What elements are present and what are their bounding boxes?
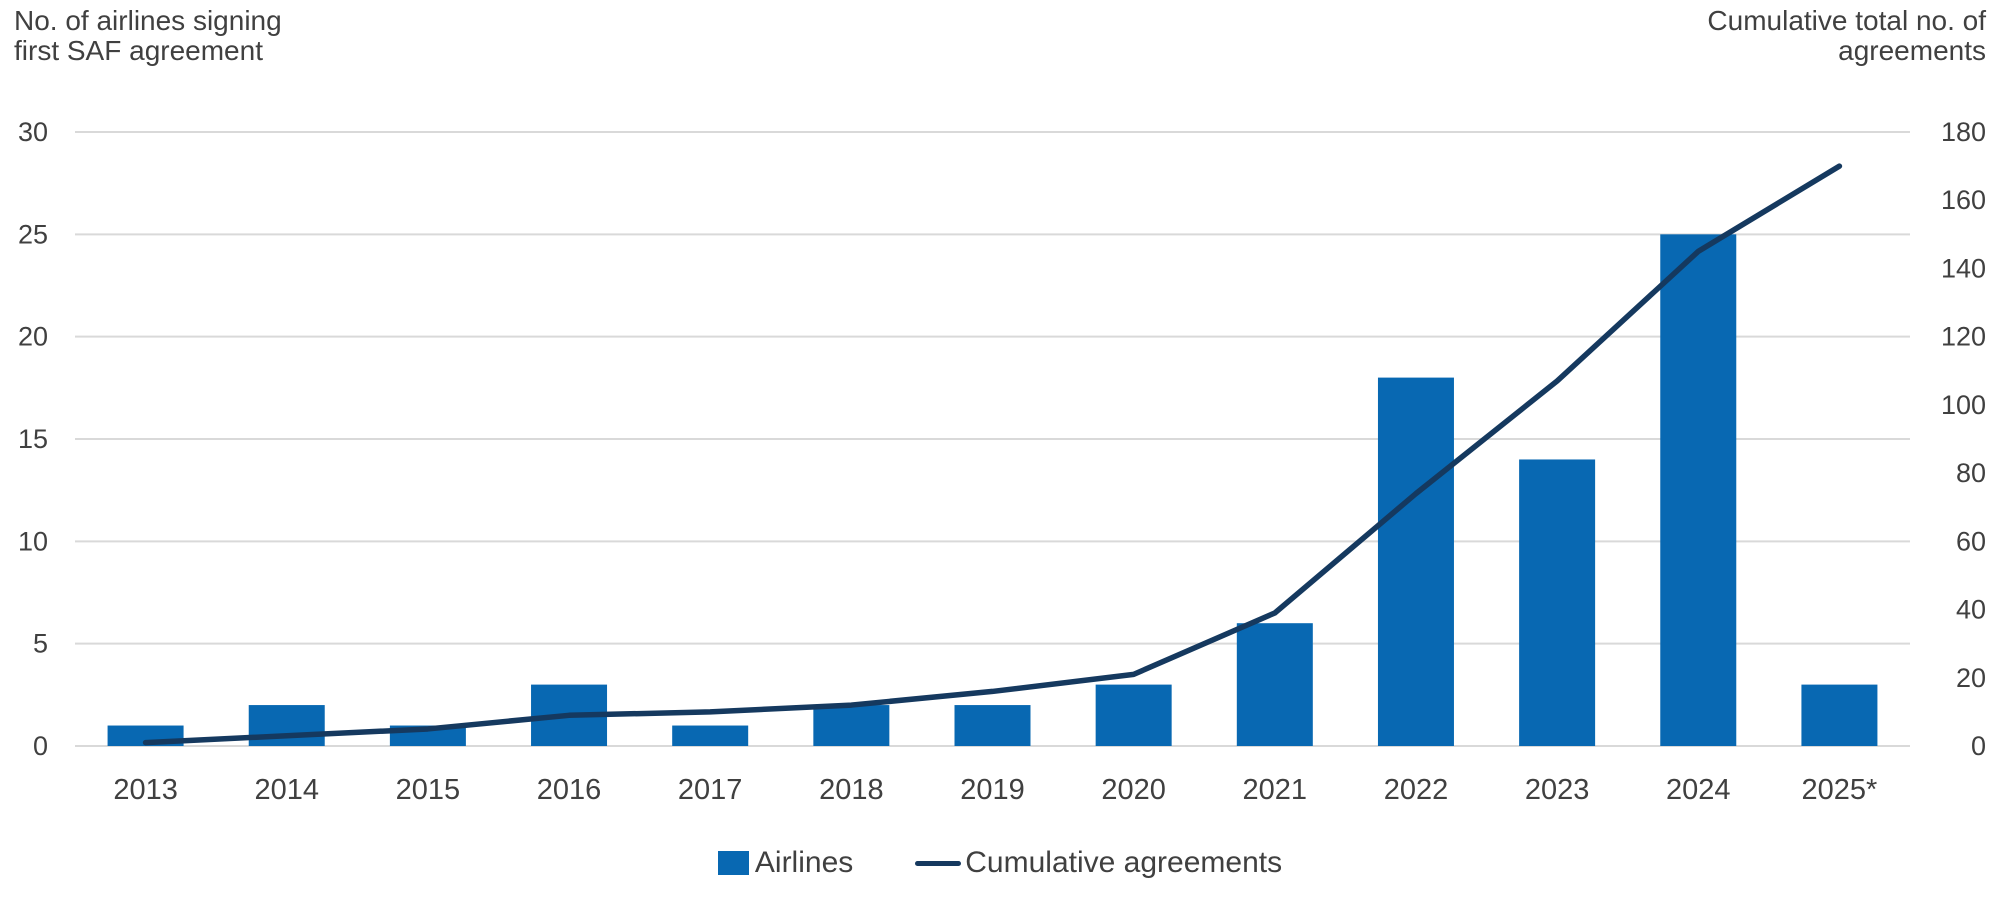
x-label-2025*: 2025* <box>1802 774 1878 806</box>
x-label-2015: 2015 <box>396 774 461 806</box>
right-axis-tick-140: 140 <box>1941 253 1986 283</box>
left-axis-title-line1: No. of airlines signing <box>14 5 282 36</box>
right-axis-tick-0: 0 <box>1971 731 1986 761</box>
right-axis-title-line1: Cumulative total no. of <box>1707 5 1986 36</box>
x-label-2013: 2013 <box>113 774 178 806</box>
left-axis-tick-15: 15 <box>18 424 48 454</box>
x-label-2018: 2018 <box>819 774 884 806</box>
right-axis-tick-80: 80 <box>1956 458 1986 488</box>
legend-bar-swatch-icon <box>717 851 749 875</box>
bar-2020 <box>1095 684 1172 746</box>
x-label-2021: 2021 <box>1243 774 1308 806</box>
x-label-2023: 2023 <box>1525 774 1590 806</box>
right-axis-tick-120: 120 <box>1941 322 1986 352</box>
left-axis-title-line2: first SAF agreement <box>14 35 263 66</box>
x-label-2022: 2022 <box>1384 774 1449 806</box>
bar-2021 <box>1236 623 1313 746</box>
left-axis-tick-25: 25 <box>18 219 48 249</box>
x-label-2024: 2024 <box>1666 774 1731 806</box>
bar-2025* <box>1801 684 1878 746</box>
right-axis-tick-100: 100 <box>1941 390 1986 420</box>
left-axis-tick-0: 0 <box>33 731 48 761</box>
left-axis-tick-10: 10 <box>18 526 48 556</box>
bar-2023 <box>1519 459 1596 746</box>
right-axis-tick-60: 60 <box>1956 526 1986 556</box>
bar-2014 <box>248 705 325 746</box>
bar-2024 <box>1660 234 1737 747</box>
left-axis-tick-30: 30 <box>18 117 48 147</box>
right-axis-title-line2: agreements <box>1838 35 1986 66</box>
legend-item-cumulative: Cumulative agreements <box>915 846 1282 880</box>
bar-2022 <box>1377 377 1454 746</box>
x-label-2020: 2020 <box>1101 774 1166 806</box>
cumulative-line <box>142 163 1843 746</box>
left-axis-tick-20: 20 <box>18 322 48 352</box>
right-axis-tick-160: 160 <box>1941 185 1986 215</box>
legend: Airlines Cumulative agreements <box>0 841 2000 885</box>
legend-line-swatch-icon <box>915 860 962 866</box>
x-label-2016: 2016 <box>537 774 602 806</box>
left-axis-title: No. of airlines signing first SAF agreem… <box>14 6 282 66</box>
legend-line-label: Cumulative agreements <box>965 846 1283 879</box>
x-label-2019: 2019 <box>960 774 1025 806</box>
left-axis-tick-5: 5 <box>33 629 48 659</box>
bar-2018 <box>813 705 890 746</box>
right-axis-tick-180: 180 <box>1941 117 1986 147</box>
x-label-2017: 2017 <box>678 774 743 806</box>
right-axis-tick-40: 40 <box>1956 595 1986 625</box>
right-axis-title: Cumulative total no. of agreements <box>1707 6 1986 66</box>
legend-bar-label: Airlines <box>754 846 854 879</box>
x-label-2014: 2014 <box>254 774 319 806</box>
bar-2019 <box>954 705 1031 746</box>
right-axis-tick-20: 20 <box>1956 663 1986 693</box>
legend-item-airlines: Airlines <box>717 846 854 880</box>
bar-2017 <box>672 725 749 746</box>
